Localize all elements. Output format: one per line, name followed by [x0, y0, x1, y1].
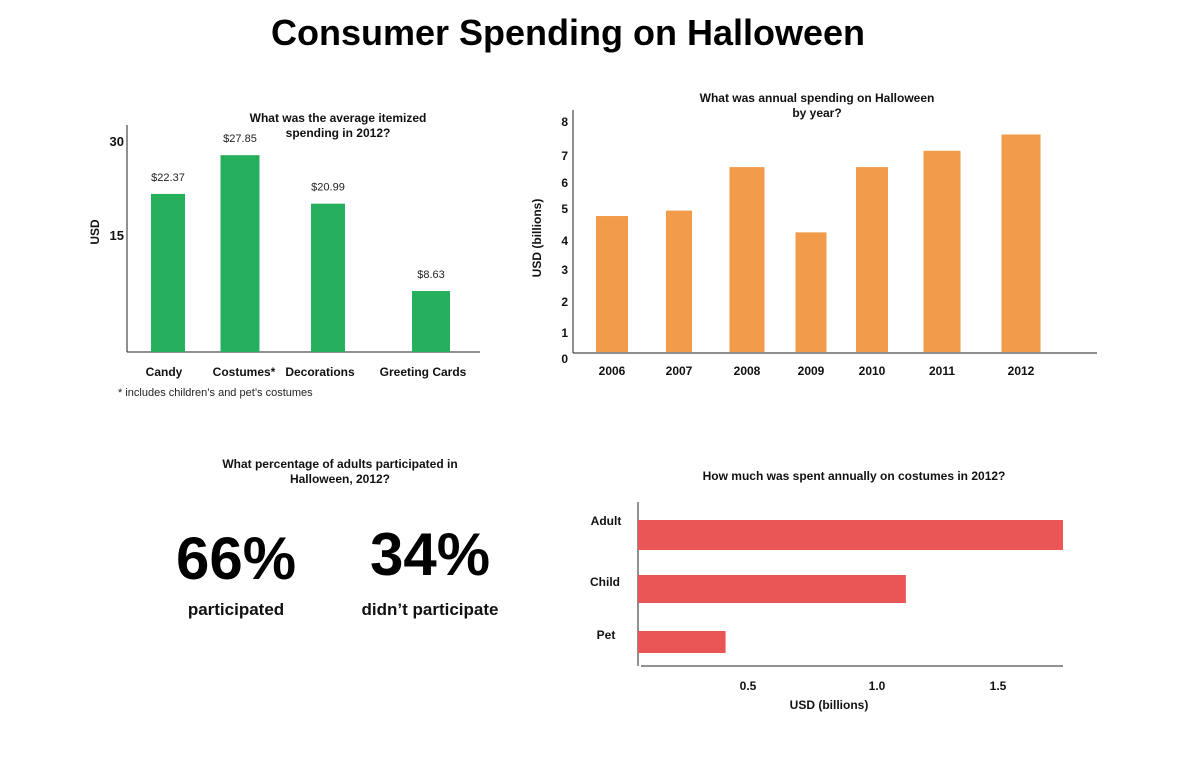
itemized-category-label-candy: Candy	[146, 365, 183, 379]
itemized-data-label-candy: $22.37	[151, 172, 185, 184]
itemized-data-label-decorations: $20.99	[311, 182, 345, 194]
annual-y-tick-1: 1	[561, 326, 568, 340]
annual-category-label-2011: 2011	[929, 364, 955, 378]
annual-category-label-2010: 2010	[859, 364, 886, 378]
participation-title: What percentage of adults participated i…	[190, 457, 490, 487]
annual-y-tick-2: 2	[561, 295, 568, 309]
annual-y-tick-3: 3	[561, 263, 568, 277]
itemized-data-label-greeting-cards: $8.63	[417, 269, 445, 281]
annual-y-tick-7: 7	[561, 149, 568, 163]
costume-spending-chart: How much was spent annually on costumes …	[590, 469, 1063, 712]
itemized-bar-candy	[151, 193, 185, 352]
costume-x-tick-1-5: 1.5	[990, 679, 1007, 693]
annual-y-tick-0: 0	[561, 352, 568, 366]
annual-spending-chart: What was annual spending on Halloween by…	[530, 91, 1097, 378]
annual-chart-title-line1: What was annual spending on Halloween	[700, 91, 935, 105]
itemized-bar-costumes	[220, 155, 260, 352]
annual-y-tick-8: 8	[561, 115, 568, 129]
annual-category-label-2006: 2006	[599, 364, 626, 378]
annual-y-tick-5: 5	[561, 202, 568, 216]
annual-category-label-2007: 2007	[666, 364, 693, 378]
annual-bar-2007	[666, 210, 692, 352]
costume-bar-pet	[638, 631, 726, 653]
itemized-bar-greeting-cards	[412, 291, 450, 352]
not-participated-label: didn’t participate	[361, 600, 499, 619]
itemized-category-label-decorations: Decorations	[285, 365, 355, 379]
itemized-spending-chart: What was the average itemized spending i…	[88, 111, 480, 399]
annual-category-label-2008: 2008	[734, 364, 761, 378]
itemized-category-label-greeting-cards: Greeting Cards	[380, 365, 467, 379]
annual-bar-2010	[856, 167, 888, 352]
annual-category-label-2012: 2012	[1008, 364, 1035, 378]
itemized-y-axis-label: USD	[88, 219, 102, 245]
annual-bar-2008	[729, 167, 765, 352]
annual-y-tick-6: 6	[561, 176, 568, 190]
annual-category-label-2009: 2009	[798, 364, 825, 378]
costume-x-tick-1-0: 1.0	[869, 679, 886, 693]
costume-x-axis-label: USD (billions)	[790, 698, 869, 712]
itemized-chart-title-line2: spending in 2012?	[286, 126, 391, 140]
itemized-chart-title-line1: What was the average itemized	[250, 111, 427, 125]
itemized-y-tick-15: 15	[110, 228, 124, 243]
annual-bar-2006	[596, 216, 628, 352]
participated-label: participated	[187, 600, 285, 619]
itemized-category-label-costumes: Costumes*	[213, 365, 276, 379]
annual-bar-2012	[1001, 134, 1041, 352]
participation-title-line2: Halloween, 2012?	[289, 472, 391, 486]
participated-percentage: 66%	[175, 525, 297, 592]
itemized-footnote: * includes children’s and pet’s costumes	[118, 387, 313, 399]
costume-category-label-adult: Adult	[591, 514, 622, 528]
costume-category-label-child: Child	[590, 575, 620, 589]
page-title: Consumer Spending on Halloween	[270, 12, 866, 53]
costume-bar-child	[638, 575, 906, 603]
annual-y-axis-label: USD (billions)	[530, 199, 544, 278]
itemized-bar-decorations	[311, 203, 345, 352]
annual-bar-2009	[795, 232, 827, 352]
costume-chart-title: How much was spent annually on costumes …	[703, 469, 1006, 483]
costume-x-tick-0-5: 0.5	[740, 679, 757, 693]
not-participated-percentage: 34%	[369, 521, 491, 588]
participation-title-line1: What percentage of adults participated i…	[222, 457, 458, 471]
itemized-data-label-costumes: $27.85	[223, 133, 257, 145]
itemized-y-tick-30: 30	[110, 134, 124, 149]
annual-chart-title-line2: by year?	[792, 106, 841, 120]
costume-category-label-pet: Pet	[597, 628, 616, 642]
annual-y-tick-4: 4	[561, 234, 568, 248]
annual-bar-2011	[923, 150, 961, 352]
costume-bar-adult	[638, 520, 1063, 550]
